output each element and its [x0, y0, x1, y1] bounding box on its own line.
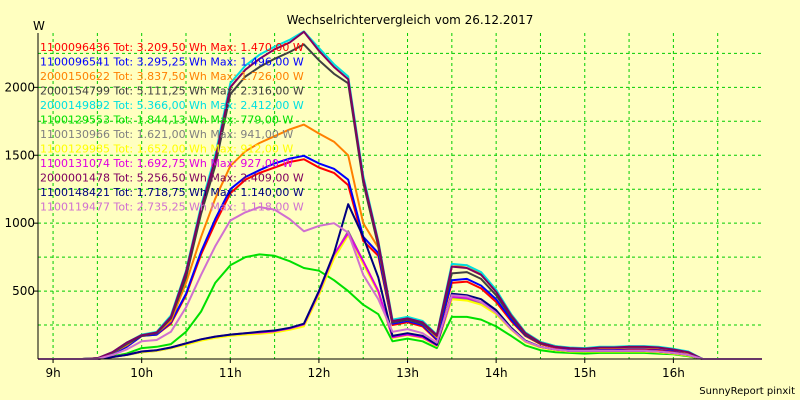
x-tick-label: 9h — [45, 366, 60, 380]
legend-entry: 1100131074 Tot: 1.692,75 Wh Max: 927,00 … — [40, 157, 293, 170]
y-axis-label: W — [33, 19, 45, 33]
x-tick-label: 13h — [396, 366, 419, 380]
legend-entry: 2000150622 Tot: 3.837,50 Wh Max: 1.726,0… — [40, 70, 304, 83]
y-tick-label: 1500 — [4, 148, 35, 162]
legend-entry: 1100096436 Tot: 3.209,50 Wh Max: 1.470,0… — [40, 41, 304, 54]
series-lines — [38, 30, 762, 360]
legend-entry: 1100096541 Tot: 3.295,25 Wh Max: 1.496,0… — [40, 56, 304, 69]
legend-entry: 1100129985 Tot: 1.652,00 Wh Max: 912,00 … — [40, 143, 293, 156]
axes: 9h 10h 11h 12h 13h 14h 15h 16h 500 1000 1500 2000 — [4, 33, 762, 380]
legend-entry: 1100130966 Tot: 1.621,00 Wh Max: 941,00 … — [40, 128, 293, 141]
series-line — [38, 253, 762, 360]
y-tick-label: 2000 — [4, 80, 35, 94]
y-tick-label: 1000 — [4, 216, 35, 230]
series-line — [38, 206, 762, 360]
x-tick-label: 11h — [219, 366, 242, 380]
x-tick-label: 14h — [485, 366, 508, 380]
legend-entry: 2000001478 Tot: 5.256,50 Wh Max: 2.409,0… — [40, 172, 304, 185]
y-tick-label: 500 — [12, 284, 35, 298]
x-tick-label: 12h — [307, 366, 330, 380]
series-line — [38, 30, 762, 360]
legend: 1100096436 Tot: 3.209,50 Wh Max: 1.470,0… — [40, 41, 304, 214]
grid — [38, 33, 762, 359]
legend-entry: 1100129553 Tot: 1.844,13 Wh Max: 779,00 … — [40, 114, 293, 127]
legend-entry: 2000154799 Tot: 5.111,25 Wh Max: 2.316,0… — [40, 85, 304, 98]
legend-entry: 1100119477 Tot: 2.735,25 Wh Max: 1.118,0… — [40, 201, 304, 214]
chart-title: Wechselrichtervergleich vom 26.12.2017 — [287, 13, 534, 27]
footer-credit: SunnyReport pinxit — [699, 386, 795, 397]
x-tick-label: 10h — [130, 366, 153, 380]
legend-entry: 2000149892 Tot: 5.366,00 Wh Max: 2.412,0… — [40, 99, 304, 112]
x-tick-label: 16h — [662, 366, 685, 380]
legend-entry: 1100148421 Tot: 1.718,75 Wh Max: 1.140,0… — [40, 186, 304, 199]
x-tick-label: 15h — [573, 366, 596, 380]
